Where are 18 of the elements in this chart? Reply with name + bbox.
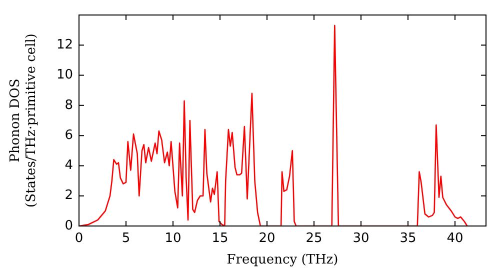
y-tick-label: 2 [64, 188, 73, 204]
x-tick-label: 40 [446, 231, 464, 246]
x-tick-label: 20 [258, 231, 276, 246]
y-tick-label: 10 [56, 68, 73, 83]
x-tick-label: 25 [306, 231, 322, 246]
x-tick-label: 15 [212, 231, 228, 246]
x-tick-label: 30 [352, 231, 370, 246]
x-tick-label: 35 [400, 231, 416, 246]
y-tick-label: 4 [64, 158, 73, 174]
y-tick-label: 8 [64, 98, 73, 113]
x-axis-title: Frequency (THz) [226, 252, 338, 268]
y-tick-label: 12 [56, 38, 73, 53]
x-tick-label: 5 [122, 231, 130, 246]
x-tick-label: 0 [74, 231, 84, 246]
x-tick-label: 10 [164, 231, 182, 246]
y-tick-label: 0 [64, 218, 73, 234]
y-axis-title: Phonon DOS (States/THz·primitive cell) [8, 33, 39, 208]
y-tick-label: 6 [64, 128, 73, 143]
